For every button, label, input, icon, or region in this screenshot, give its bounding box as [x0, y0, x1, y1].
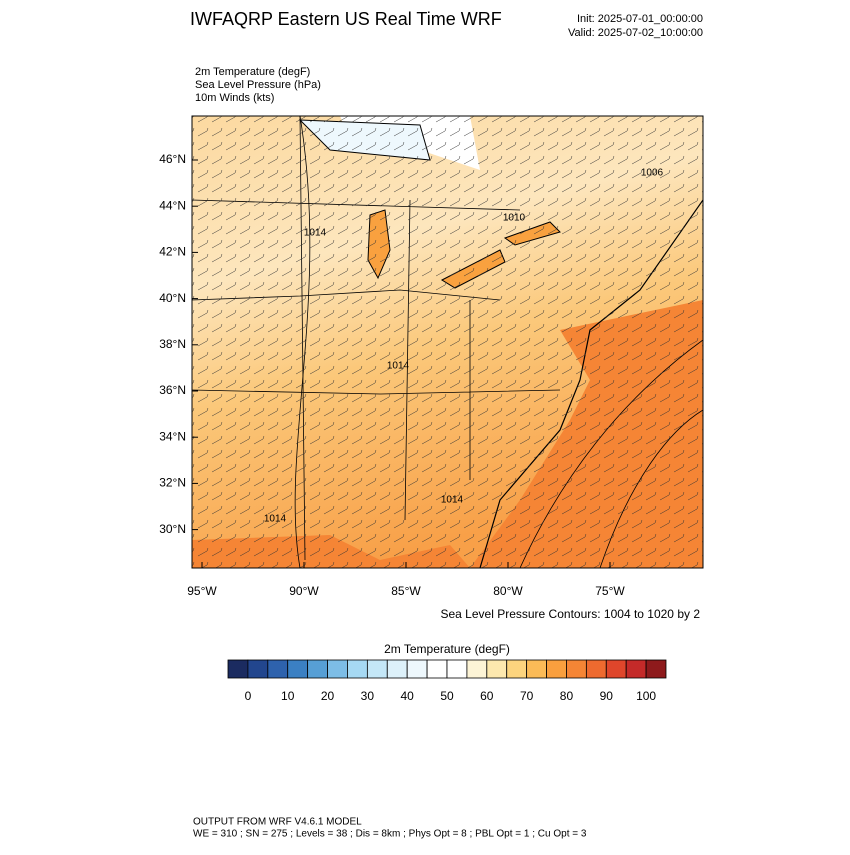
wind-barbs — [192, 116, 703, 568]
map: 1014 1010 1006 1014 1014 1014 — [192, 116, 703, 568]
colorbar-box — [307, 659, 328, 679]
colorbar-box — [585, 659, 607, 679]
init-time: Init: 2025-07-01_00:00:00 — [577, 13, 703, 25]
lon-label: 95°W — [187, 584, 217, 598]
lat-label: 34°N — [159, 429, 186, 443]
colorbar-tick-label: 40 — [401, 689, 415, 703]
colorbar-box — [426, 659, 448, 679]
lat-label: 42°N — [159, 245, 186, 259]
colorbar-tick-label: 50 — [440, 689, 454, 703]
colorbar-box — [605, 659, 627, 679]
colorbar-box — [446, 659, 468, 679]
map-frame — [191, 115, 704, 569]
contour-label: 1014 — [441, 495, 464, 506]
contour-label: 1014 — [264, 514, 287, 525]
lat-label: 46°N — [159, 152, 186, 166]
lon-label: 85°W — [391, 584, 421, 598]
colorbar-box — [506, 659, 528, 679]
colorbar-box — [546, 659, 567, 679]
field-label: 10m Winds (kts) — [195, 92, 274, 104]
footer-line: WE = 310 ; SN = 275 ; Levels = 38 ; Dis … — [193, 829, 587, 840]
colorbar-box — [406, 659, 428, 679]
colorbar-box — [645, 659, 667, 679]
colorbar-tick-label: 0 — [245, 689, 252, 703]
contour-label: 1006 — [641, 168, 664, 179]
colorbar-tick-label: 30 — [361, 689, 375, 703]
lat-label: 40°N — [159, 291, 186, 305]
contour-note: Sea Level Pressure Contours: 1004 to 102… — [441, 607, 701, 621]
colorbar-box — [366, 659, 388, 679]
valid-time: Valid: 2025-07-02_10:00:00 — [568, 27, 703, 39]
colorbar-tick-label: 10 — [281, 689, 295, 703]
colorbar-box — [327, 659, 348, 679]
lat-label: 30°N — [159, 522, 186, 536]
colorbar-tick-label: 100 — [636, 689, 656, 703]
field-label: 2m Temperature (degF) — [195, 66, 310, 78]
lat-label: 36°N — [159, 383, 186, 397]
colorbar-box — [566, 659, 587, 679]
lon-label: 90°W — [289, 584, 319, 598]
field-label: Sea Level Pressure (hPa) — [195, 79, 321, 91]
lon-label: 80°W — [493, 584, 523, 598]
colorbar-box — [227, 659, 249, 679]
colorbar-box — [625, 659, 647, 679]
title: IWFAQRP Eastern US Real Time WRF — [190, 9, 502, 29]
colorbar-tick-label: 20 — [321, 689, 335, 703]
footer-line: OUTPUT FROM WRF V4.6.1 MODEL — [193, 817, 362, 828]
colorbar-title: 2m Temperature (degF) — [384, 642, 510, 656]
colorbar-tick-label: 60 — [480, 689, 494, 703]
colorbar-box — [347, 659, 368, 679]
colorbar-tick-label: 90 — [600, 689, 614, 703]
contour-label: 1010 — [503, 213, 526, 224]
lat-label: 38°N — [159, 337, 186, 351]
lat-label: 32°N — [159, 476, 186, 490]
lat-label: 44°N — [159, 198, 186, 212]
colorbar-tick-label: 80 — [560, 689, 574, 703]
colorbar-box — [486, 659, 508, 679]
colorbar-box — [386, 659, 408, 679]
colorbar-box — [287, 659, 309, 679]
colorbar-box — [466, 659, 488, 679]
colorbar-tick-label: 70 — [520, 689, 534, 703]
colorbar-box — [526, 659, 547, 679]
colorbar-box — [267, 659, 289, 679]
colorbar-box — [247, 659, 269, 679]
lon-label: 75°W — [595, 584, 625, 598]
contour-label: 1014 — [387, 361, 410, 372]
contour-label: 1014 — [304, 228, 327, 239]
